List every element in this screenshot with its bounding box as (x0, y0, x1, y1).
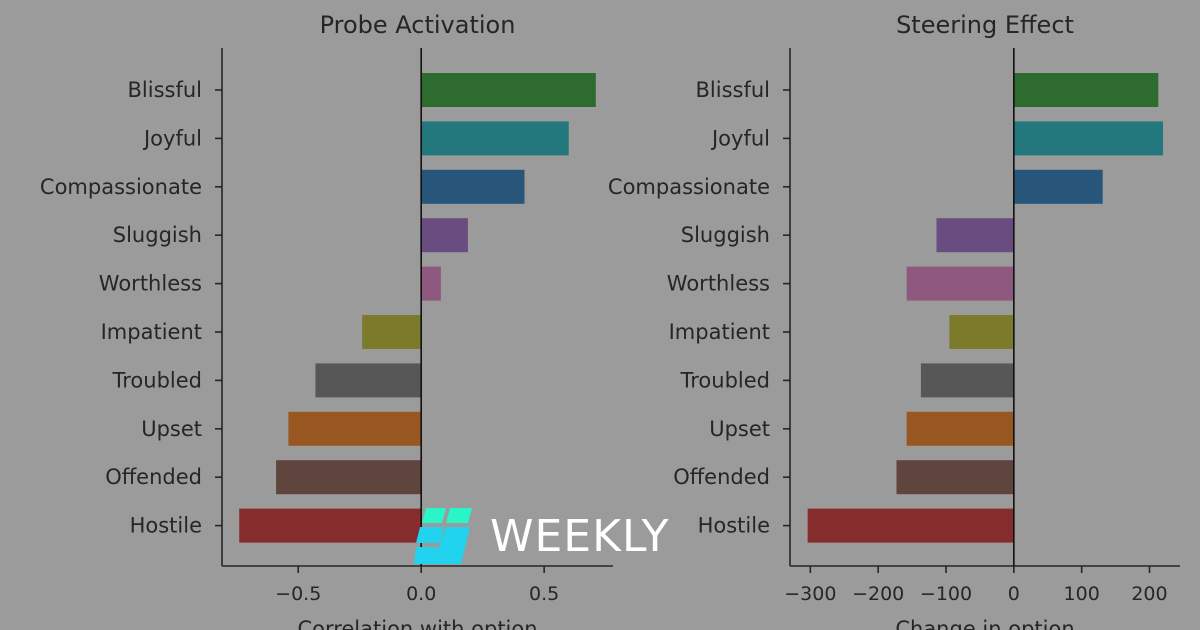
category-label: Hostile (130, 514, 202, 538)
category-label: Joyful (710, 126, 770, 150)
x-axis-label: Correlation with option (297, 617, 537, 630)
x-tick-label: 200 (1131, 583, 1167, 605)
bar-compassionate (421, 169, 525, 204)
category-label: Joyful (142, 126, 202, 150)
category-label: Compassionate (608, 175, 770, 199)
x-tick-label: −0.5 (275, 583, 321, 605)
bar-offended (896, 460, 1014, 495)
category-label: Hostile (698, 514, 770, 538)
category-label: Offended (105, 465, 202, 489)
bar-offended (276, 460, 422, 495)
bar-troubled (315, 363, 422, 398)
bar-upset (906, 411, 1014, 446)
category-label: Worthless (99, 272, 202, 296)
x-tick-label: 100 (1064, 583, 1100, 605)
weekly-watermark: WEEKLY (414, 506, 670, 568)
x-tick-label: −200 (852, 583, 904, 605)
category-label: Blissful (696, 78, 771, 102)
bar-joyful (421, 121, 569, 156)
x-axis-label: Change in option (895, 617, 1074, 630)
x-tick-label: 0.0 (406, 583, 436, 605)
bar-troubled (920, 363, 1014, 398)
category-label: Upset (141, 417, 202, 441)
category-label: Troubled (112, 368, 203, 392)
bar-hostile (239, 508, 422, 543)
bar-impatient (362, 315, 422, 349)
x-tick-label: 0 (1008, 583, 1020, 605)
bar-upset (288, 411, 422, 446)
bar-blissful (421, 73, 596, 107)
bar-sluggish (936, 218, 1014, 253)
x-tick-label: 0.5 (529, 583, 559, 605)
panel-title: Steering Effect (896, 11, 1074, 39)
bar-hostile (807, 508, 1014, 543)
category-label: Worthless (667, 272, 770, 296)
bar-sluggish (421, 218, 468, 253)
category-label: Compassionate (40, 175, 202, 199)
category-label: Sluggish (113, 223, 202, 247)
category-label: Impatient (101, 320, 202, 344)
bar-compassionate (1013, 169, 1103, 204)
category-label: Offended (673, 465, 770, 489)
x-tick-label: −300 (784, 583, 836, 605)
category-label: Sluggish (681, 223, 770, 247)
panel-title: Probe Activation (320, 11, 516, 39)
category-label: Upset (709, 417, 770, 441)
category-label: Troubled (680, 368, 771, 392)
bar-worthless (906, 266, 1014, 301)
bar-worthless (421, 266, 441, 301)
panel-1: Probe Activation Blissful Joyful Compassion… (40, 11, 613, 630)
weekly-logo-text: WEEKLY (490, 511, 670, 562)
bar-joyful (1013, 121, 1164, 156)
category-label: Blissful (128, 78, 203, 102)
bar-blissful (1013, 73, 1159, 107)
category-label: Impatient (669, 320, 770, 344)
panel-2: Steering Effect Blissful Joyful Compassiona… (608, 11, 1180, 630)
weekly-logo-icon (414, 508, 472, 564)
bar-impatient (949, 315, 1014, 349)
x-tick-label: −100 (920, 583, 972, 605)
